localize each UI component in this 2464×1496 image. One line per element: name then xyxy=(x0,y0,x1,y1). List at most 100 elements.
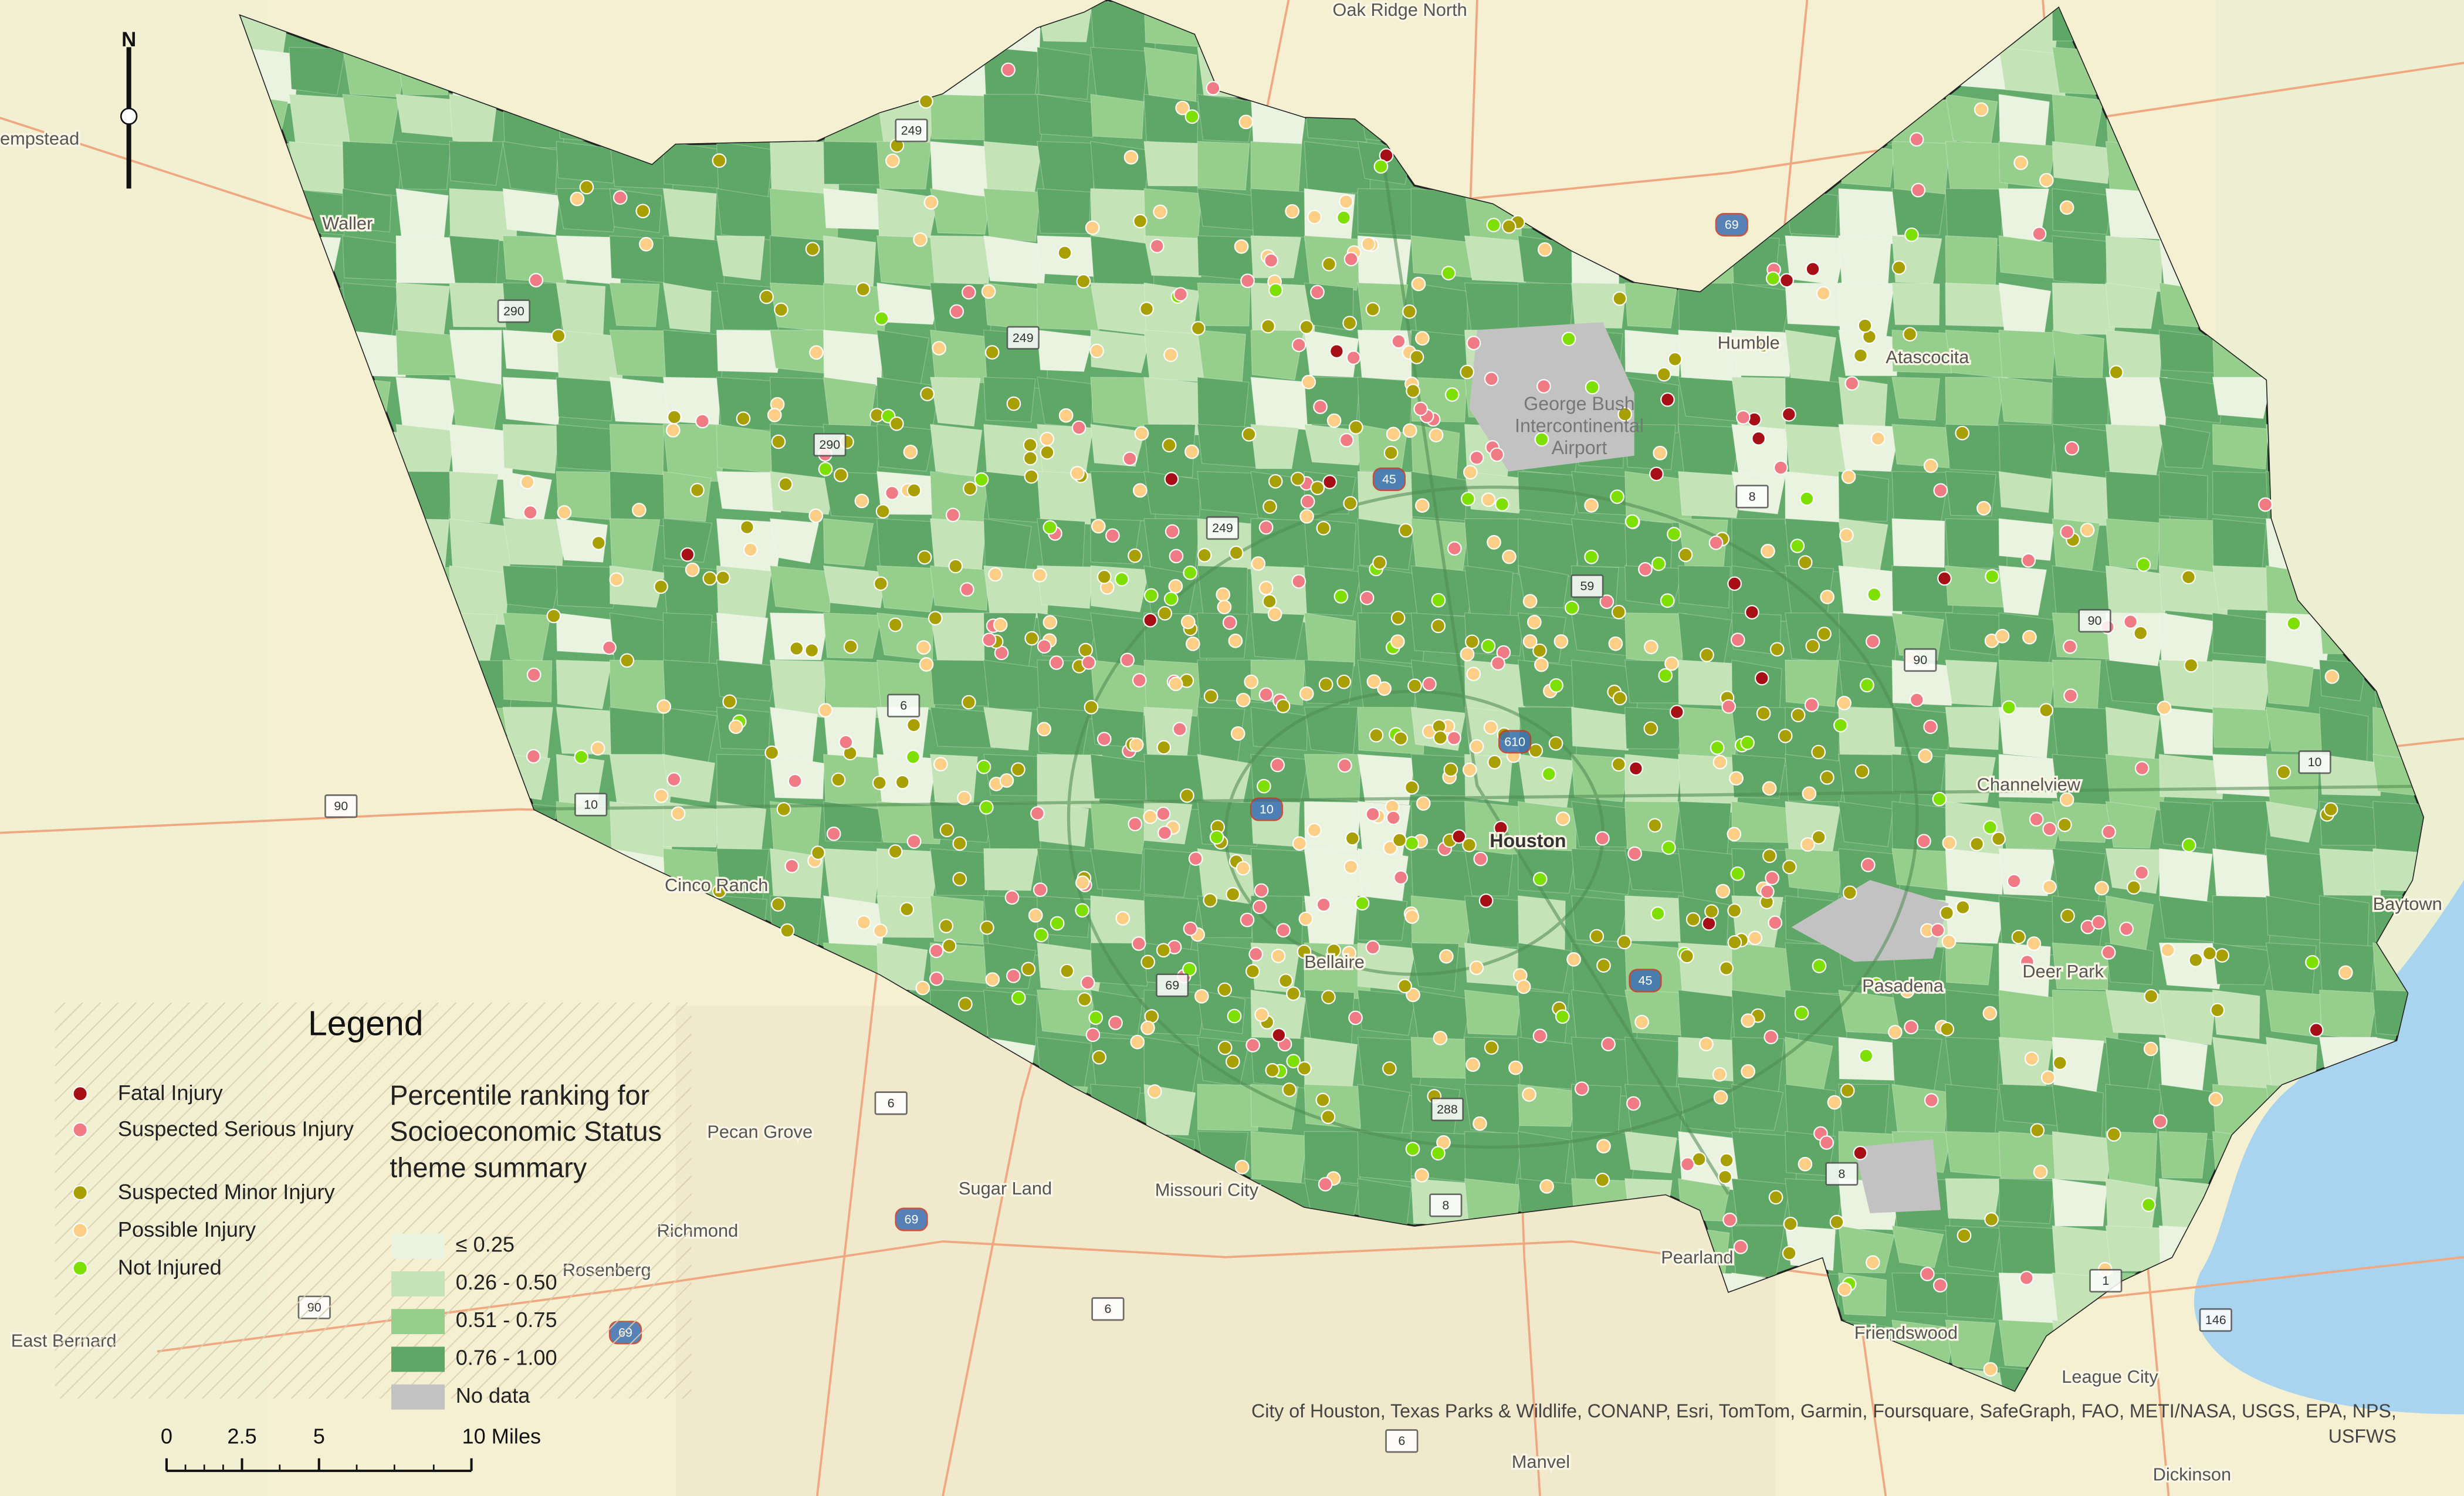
crash-point xyxy=(1326,413,1342,428)
crash-point xyxy=(1406,987,1420,1003)
crash-point xyxy=(1139,302,1154,316)
census-tract xyxy=(769,518,820,564)
crash-point xyxy=(1392,832,1407,848)
census-tract xyxy=(1517,848,1577,894)
crash-point xyxy=(579,180,594,195)
crash-point xyxy=(1680,949,1694,964)
census-tract xyxy=(1998,706,2052,759)
crash-point xyxy=(1310,480,1325,496)
crash-point xyxy=(1667,352,1683,367)
crash-point xyxy=(2011,929,2026,945)
crash-point xyxy=(1484,371,1499,387)
census-tract xyxy=(502,518,566,566)
scale-bar-label: 0 xyxy=(161,1424,172,1448)
crash-point xyxy=(1004,890,1020,905)
census-tract xyxy=(1571,282,1627,329)
crash-point xyxy=(1339,432,1354,448)
census-tract xyxy=(823,565,886,608)
crash-point xyxy=(1405,1142,1420,1156)
crash-point xyxy=(1854,764,1870,779)
census-tract xyxy=(1304,612,1356,666)
highway-shield-label: 146 xyxy=(2205,1313,2226,1327)
legend: Legend Fatal Injury Suspected Serious Inju… xyxy=(72,1005,662,1410)
census-tract xyxy=(502,235,568,284)
crash-point xyxy=(2060,524,2074,540)
crash-point xyxy=(1084,700,1099,715)
census-tract xyxy=(983,188,1041,242)
crash-point xyxy=(1486,218,1501,232)
crash-point xyxy=(1180,788,1194,803)
census-tract xyxy=(1464,848,1514,896)
crash-point xyxy=(1173,287,1188,302)
crash-point xyxy=(1612,291,1627,306)
crash-point xyxy=(1933,483,1948,498)
highway-shield-label: 10 xyxy=(2308,755,2322,769)
crash-point xyxy=(1443,762,1458,777)
census-tract xyxy=(1357,753,1416,805)
highway-shield xyxy=(1735,485,1769,509)
crash-point xyxy=(1291,574,1307,589)
crash-point xyxy=(1740,735,1755,750)
crash-point xyxy=(1143,612,1158,628)
crash-point xyxy=(1122,451,1138,466)
crash-point xyxy=(1647,818,1663,833)
census-tract xyxy=(662,282,712,333)
crash-point xyxy=(1194,989,1209,1004)
crash-point xyxy=(1183,566,1198,580)
crash-point xyxy=(1168,676,1183,692)
crash-point xyxy=(1265,1063,1280,1078)
census-tract xyxy=(1731,1178,1791,1226)
crash-point xyxy=(2119,921,2134,936)
north-arrow: N xyxy=(120,28,138,189)
census-tract xyxy=(449,235,500,287)
census-tract xyxy=(929,377,981,427)
census-tract xyxy=(1945,235,1998,287)
crash-point xyxy=(1891,260,1907,275)
highway-shield-label: 10 xyxy=(584,797,598,811)
crash-point xyxy=(671,806,686,821)
census-tract xyxy=(1891,424,1950,469)
highway-shield-label: 249 xyxy=(901,123,922,137)
census-tract xyxy=(502,141,559,195)
legend-label: Suspected Minor Injury xyxy=(118,1180,335,1204)
crash-point xyxy=(1316,897,1331,912)
crash-point xyxy=(1974,102,1989,117)
crash-point xyxy=(1611,757,1626,772)
crash-point xyxy=(2042,879,2057,895)
highway-shield xyxy=(1571,574,1604,598)
census-tract xyxy=(1677,471,1745,519)
crash-point xyxy=(1610,489,1624,505)
crash-point xyxy=(526,749,541,764)
crash-point xyxy=(826,826,841,841)
census-tract xyxy=(1197,282,1251,327)
crash-point xyxy=(1234,239,1249,254)
crash-point xyxy=(1469,739,1484,754)
crash-point xyxy=(903,445,918,459)
crash-point xyxy=(1463,465,1478,480)
crash-point xyxy=(1390,611,1406,625)
crash-point xyxy=(1128,548,1142,563)
census-tract xyxy=(556,565,622,609)
crash-point xyxy=(963,481,977,496)
crash-point xyxy=(962,285,976,300)
crash-point xyxy=(590,741,605,756)
census-tract xyxy=(2158,377,2223,424)
census-tract xyxy=(2105,424,2166,478)
crash-point xyxy=(764,745,780,760)
crash-point xyxy=(1920,1267,1935,1281)
crash-point xyxy=(1182,962,1197,977)
highway-shield-label: 249 xyxy=(1212,521,1233,535)
crash-point xyxy=(1365,807,1380,822)
census-tract xyxy=(1998,377,2053,425)
crash-point xyxy=(776,802,791,817)
census-tract xyxy=(1357,1131,1417,1183)
highway-shield-label: 6 xyxy=(1104,1302,1111,1316)
highway-shield xyxy=(2089,1268,2123,1293)
crash-point xyxy=(2144,989,2159,1004)
legend-label: 0.51 - 0.75 xyxy=(456,1308,557,1332)
crash-point xyxy=(916,640,931,655)
place-label: Oak Ridge North xyxy=(1332,0,1467,20)
crash-point xyxy=(1033,568,1047,583)
crash-point xyxy=(712,153,727,168)
